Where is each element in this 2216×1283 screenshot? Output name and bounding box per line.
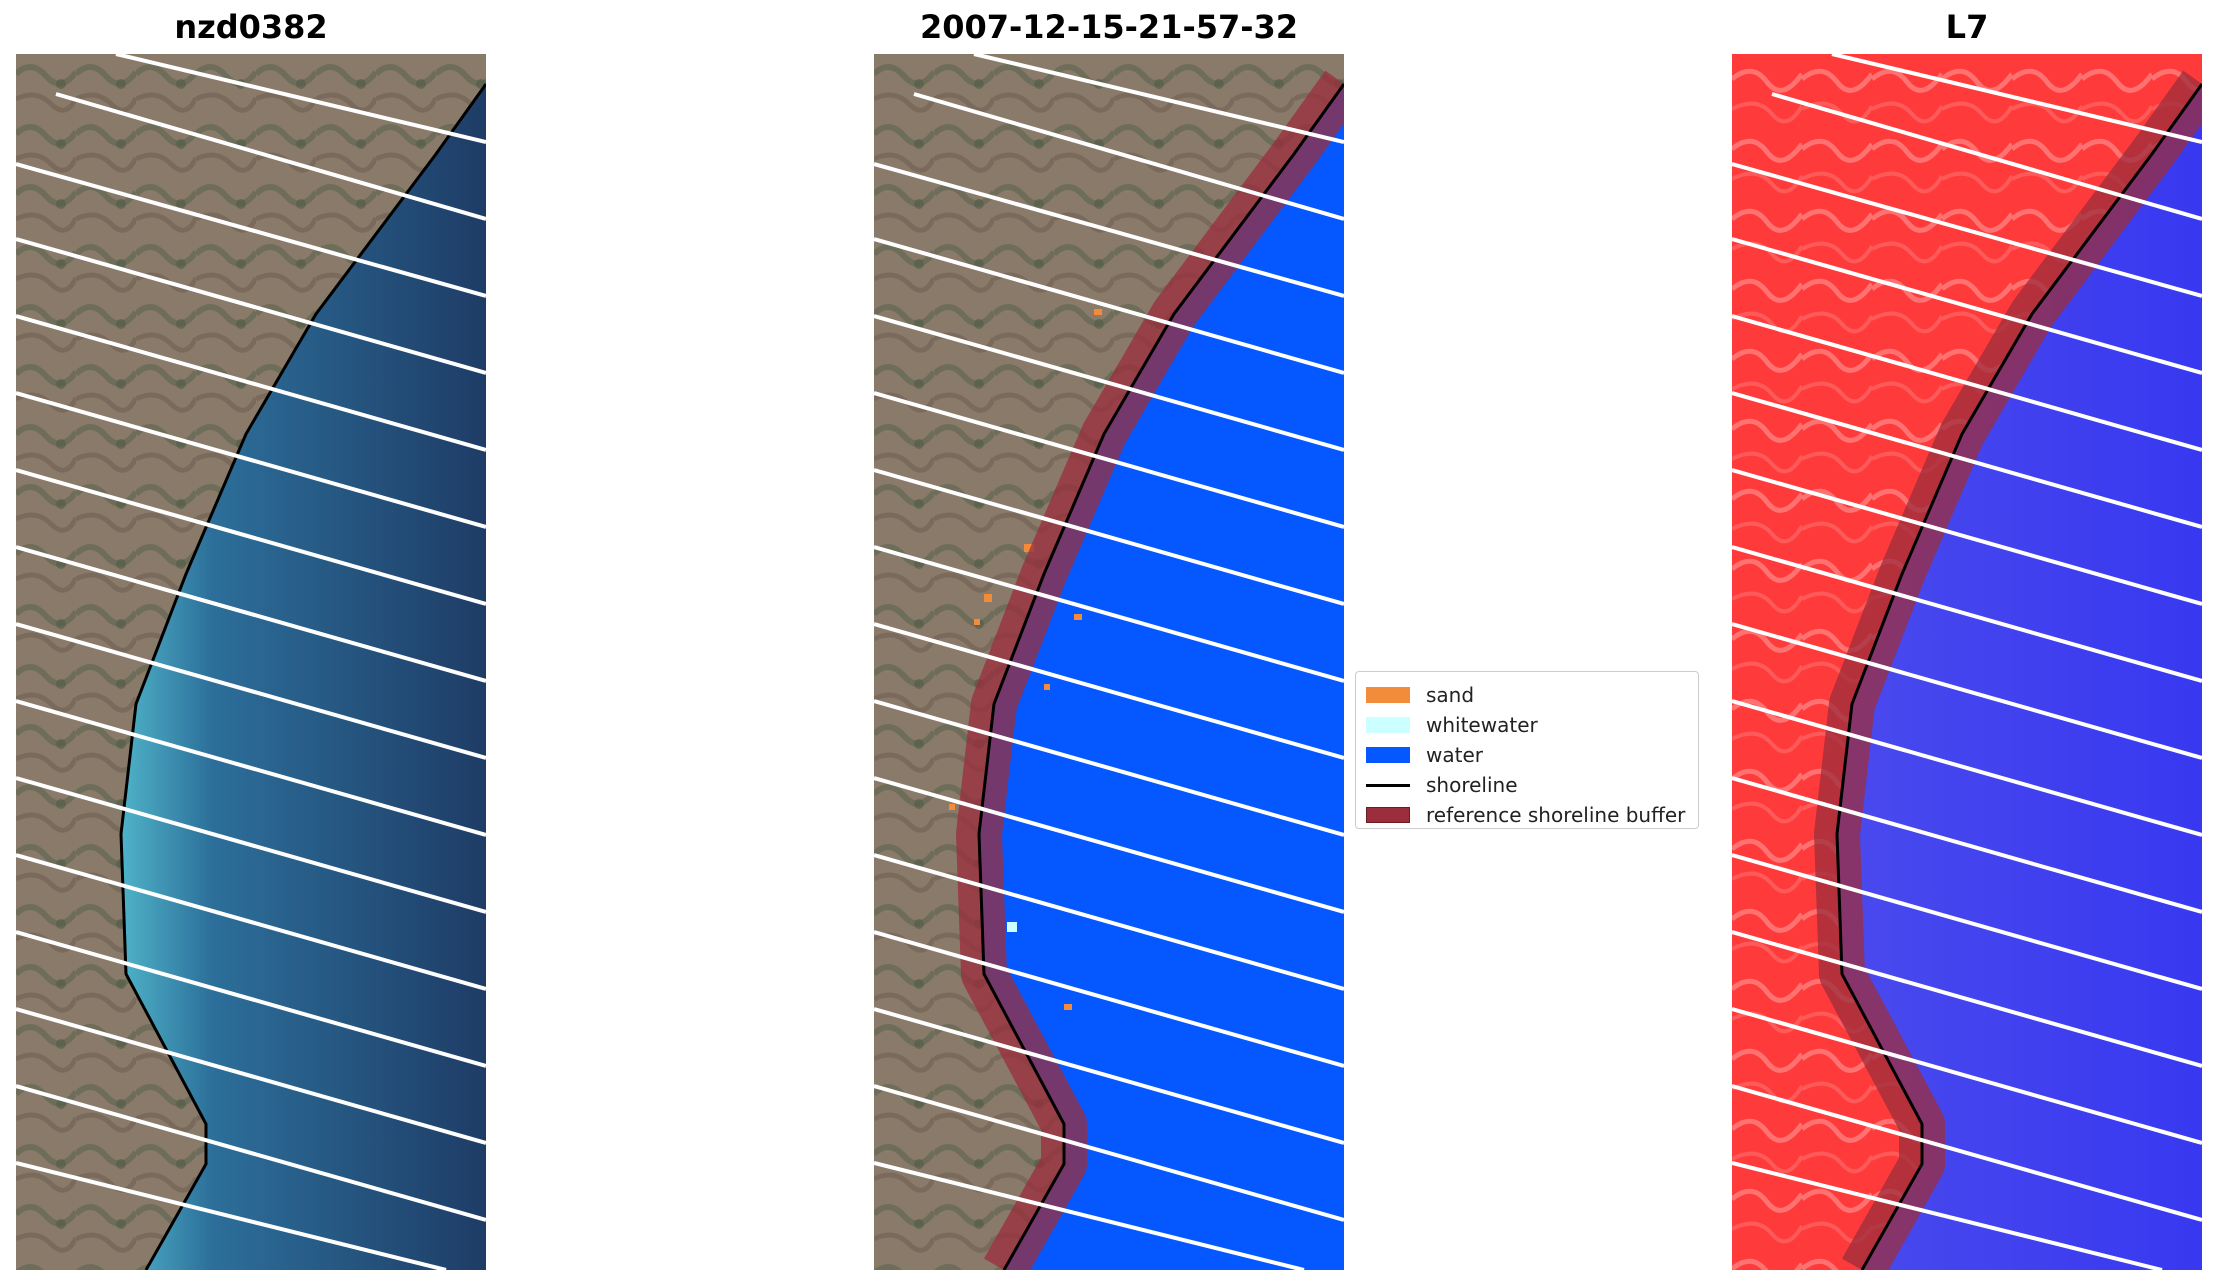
sand-swatch (1366, 687, 1410, 703)
whitewater-pixels (1007, 922, 1017, 932)
rgb-image-panel (16, 54, 486, 1270)
legend-label: shoreline (1426, 773, 1518, 797)
legend-label: water (1426, 743, 1483, 767)
water-index-image (1732, 54, 2202, 1270)
panel-title-rgb: nzd0382 (174, 8, 328, 46)
classified-image-panel (874, 54, 1344, 1270)
whitewater-swatch (1366, 717, 1410, 733)
legend-item-sand: sand (1366, 680, 1688, 710)
legend-item-whitewater: whitewater (1366, 710, 1688, 740)
sand-pixels (949, 309, 1102, 1010)
panel-title-index: L7 (1945, 8, 1989, 46)
water-class-area (979, 84, 1344, 1270)
classified-image (874, 54, 1344, 1270)
satellite-rgb-image (16, 54, 486, 1270)
legend-item-shoreline: shoreline (1366, 770, 1688, 800)
ocean-area (121, 84, 486, 1270)
legend: sand whitewater water shoreline referenc… (1355, 671, 1699, 829)
scan-line-gaps (16, 54, 486, 1270)
panel-title-classified: 2007-12-15-21-57-32 (919, 8, 1299, 46)
legend-label: reference shoreline buffer (1426, 803, 1686, 827)
water-swatch (1366, 747, 1410, 763)
legend-label: whitewater (1426, 713, 1538, 737)
index-image-panel (1732, 54, 2202, 1270)
water-area (1837, 84, 2202, 1270)
legend-item-buffer: reference shoreline buffer (1366, 800, 1688, 830)
scan-line-gaps (874, 54, 1344, 1270)
legend-item-water: water (1366, 740, 1688, 770)
shoreline-swatch (1366, 783, 1410, 787)
buffer-swatch (1366, 807, 1410, 823)
legend-label: sand (1426, 683, 1475, 707)
scan-line-gaps (1732, 54, 2202, 1270)
